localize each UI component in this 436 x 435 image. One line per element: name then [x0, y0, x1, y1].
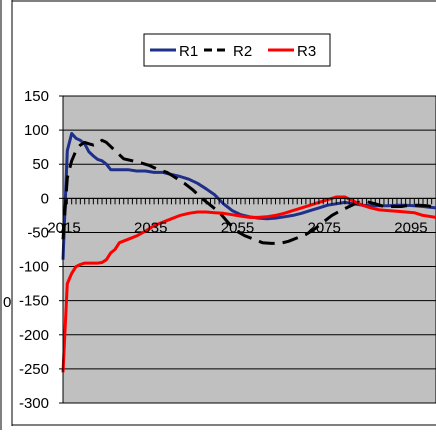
x-tick-label: 2075 [308, 219, 341, 236]
y-tick-label: -300 [19, 395, 49, 412]
legend-label-r3: R3 [297, 43, 316, 60]
series-line-r3 [61, 195, 436, 373]
x-tick-label: 2035 [134, 219, 167, 236]
y-tick-label: -250 [19, 361, 49, 378]
y-tick-label: -50 [27, 224, 49, 241]
x-tick-label: 2015 [47, 219, 80, 236]
y-tick-label: -200 [19, 327, 49, 344]
y-tick-label: 0 [41, 190, 49, 207]
y-tick-label: 50 [32, 156, 49, 173]
y-tick-label: -100 [19, 259, 49, 276]
y-tick-label: -150 [19, 293, 49, 310]
x-tick-label: 2095 [394, 219, 427, 236]
x-tick-label: 2055 [221, 219, 254, 236]
y-tick-label: 150 [24, 88, 49, 105]
legend-label-r1: R1 [179, 43, 198, 60]
axes: 150 100 50 0 -50 -100 -150 -200 -250 -300 2015 2035… [19, 88, 436, 412]
series-line-r2 [61, 138, 436, 245]
stray-mark: 0 [3, 294, 11, 311]
legend: R1 R2 R3 [143, 33, 331, 67]
plot-area [62, 95, 436, 404]
gridlines [63, 95, 436, 404]
legend-label-r2: R2 [233, 43, 252, 60]
y-tick-label: 100 [24, 122, 49, 139]
